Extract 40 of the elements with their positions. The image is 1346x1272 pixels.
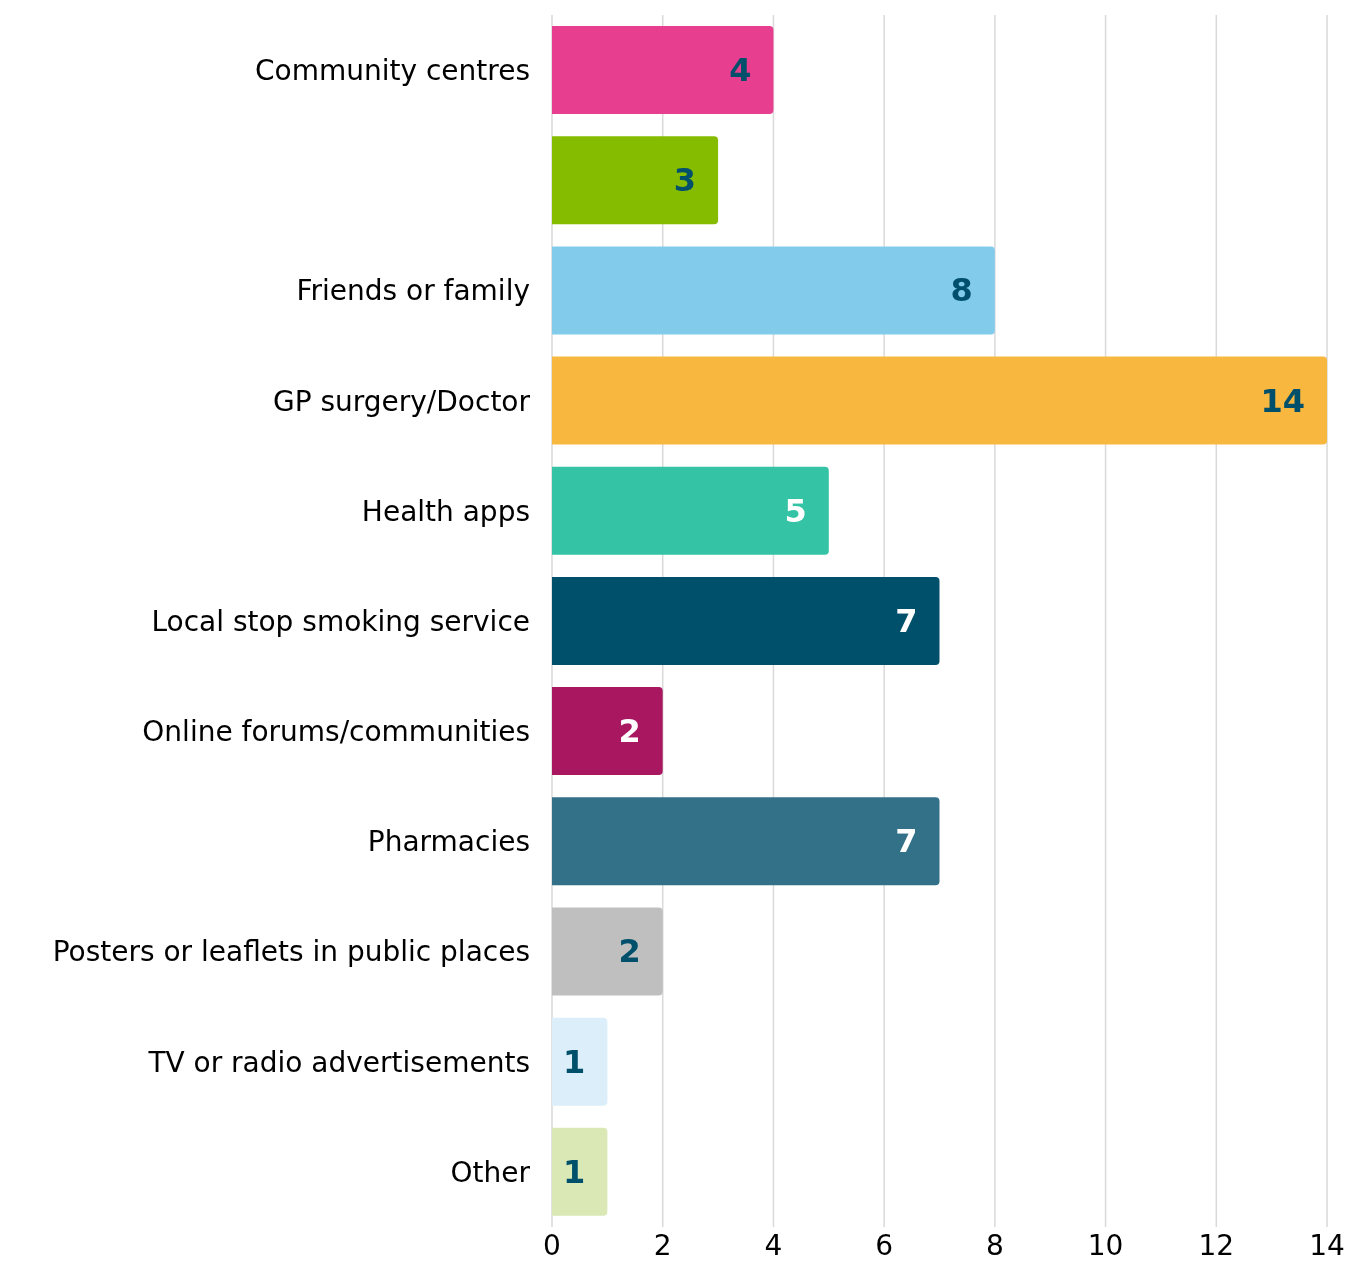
x-tick-label: 6 <box>875 1228 894 1262</box>
x-tick-label: 12 <box>1198 1228 1235 1262</box>
bar <box>552 1017 608 1106</box>
y-tick-label: Pharmacies <box>367 825 530 859</box>
bar <box>552 466 829 555</box>
data-label: 2 <box>618 712 641 751</box>
data-label: 2 <box>618 932 641 971</box>
bar <box>552 797 940 886</box>
data-label: 4 <box>729 51 752 90</box>
x-tick-label: 8 <box>985 1228 1004 1262</box>
y-tick-label: TV or radio advertisements <box>147 1045 530 1079</box>
y-tick-label: Local stop smoking service <box>151 604 530 638</box>
bar <box>552 246 995 335</box>
y-tick-label: Community centres <box>254 54 530 88</box>
x-tick-label: 10 <box>1087 1228 1124 1262</box>
y-tick-label: Other <box>450 1155 531 1189</box>
y-tick-label: Posters or leaflets in public places <box>52 935 530 969</box>
x-tick-label: 14 <box>1309 1228 1345 1262</box>
y-tick-label: Online forums/communities <box>142 715 530 749</box>
bar <box>552 1127 608 1216</box>
data-label: 3 <box>673 161 697 200</box>
bar <box>552 907 663 996</box>
data-label: 7 <box>895 601 918 640</box>
bar <box>552 26 774 115</box>
data-label: 14 <box>1260 381 1305 420</box>
bar <box>552 687 663 776</box>
bar <box>552 136 719 225</box>
y-tick-label: Health apps <box>361 494 530 528</box>
data-label: 5 <box>784 491 807 530</box>
x-tick-label: 4 <box>764 1228 783 1262</box>
x-tick-label: 2 <box>653 1228 672 1262</box>
y-tick-label: GP surgery/Doctor <box>272 384 531 418</box>
data-label: 1 <box>563 1042 586 1081</box>
bar <box>552 576 940 665</box>
y-tick-label: Friends or family <box>296 274 530 308</box>
bar <box>552 356 1327 445</box>
data-label: 1 <box>563 1152 586 1191</box>
data-label: 7 <box>895 822 918 861</box>
x-tick-label: 0 <box>543 1228 561 1262</box>
data-label: 8 <box>950 271 973 310</box>
